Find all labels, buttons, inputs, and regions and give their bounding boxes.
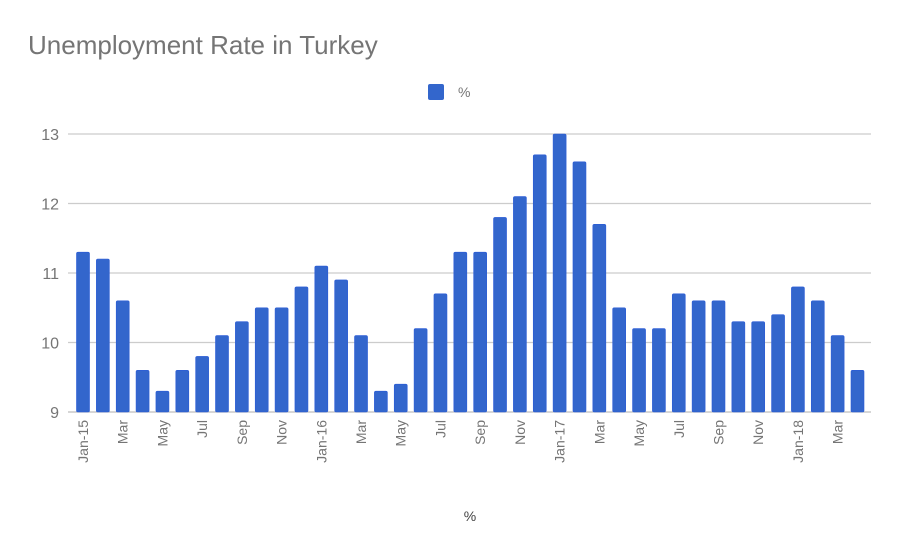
bar [552,133,567,413]
x-tick-label: Jan-18 [790,420,806,463]
bar [592,224,607,413]
y-tick-label: 13 [41,127,59,144]
x-tick-label: Mar [115,420,131,444]
bar [453,251,468,413]
bar [731,321,746,413]
bar [393,383,408,413]
bar [612,307,626,413]
bar [493,217,507,413]
bar [671,293,686,413]
y-tick-label: 10 [41,336,59,353]
bar [572,161,587,413]
bar [532,154,547,413]
x-tick-label: Sep [710,420,726,445]
bar [354,335,368,413]
y-tick-label: 11 [42,266,59,283]
bar [691,300,706,413]
x-tick-label: May [154,420,170,446]
bar [751,321,766,413]
bar [235,321,249,413]
x-tick-label: Sep [234,420,250,445]
x-tick-label: May [631,420,647,446]
bar [334,279,348,413]
bar [771,314,785,413]
chart-title: Unemployment Rate in Turkey [28,30,378,60]
x-axis-title: % [463,508,477,524]
x-tick-label: Nov [750,420,766,445]
legend: % [428,84,470,100]
x-tick-label: Jul [671,420,687,438]
x-tick-label: Nov [512,420,528,445]
bar [711,300,726,413]
bar-chart-plot: 9 10 11 12 13 Jan-15 Mar May Jul Sep Nov Jan-16 Mar M… [41,127,871,463]
bar [830,335,845,413]
x-tick-label: Jan-17 [552,420,568,463]
bar [96,258,110,413]
bar [513,196,527,413]
bar [791,286,805,413]
x-tick-label: Nov [274,420,290,445]
bar [850,369,865,413]
bar [473,251,487,413]
bar [215,335,229,413]
bar [294,286,309,413]
x-tick-label: Jul [194,420,210,438]
bar [254,307,269,413]
bar [314,265,329,413]
bar [115,300,130,413]
legend-label: % [458,84,471,100]
bar [413,328,428,413]
bar [433,293,448,413]
x-tick-label: Jan-15 [75,420,91,463]
bar [652,328,666,413]
y-tick-label: 12 [41,197,59,214]
bar [632,328,646,413]
x-tick-label: Mar [591,420,607,444]
x-tick-label: Mar [353,420,369,444]
bar [374,390,388,413]
bar [175,369,190,413]
x-tick-label: Mar [830,420,846,444]
bar [135,369,150,413]
bar [195,356,209,413]
x-tick-label: Jul [432,420,448,438]
x-tick-label: May [393,420,409,446]
bar [810,300,825,413]
bar [155,390,170,413]
y-tick-label: 9 [50,405,59,422]
bar [274,307,289,413]
legend-swatch [428,84,444,100]
bar [76,251,90,413]
x-tick-label: Sep [472,420,488,445]
x-tick-label: Jan-16 [313,420,329,463]
